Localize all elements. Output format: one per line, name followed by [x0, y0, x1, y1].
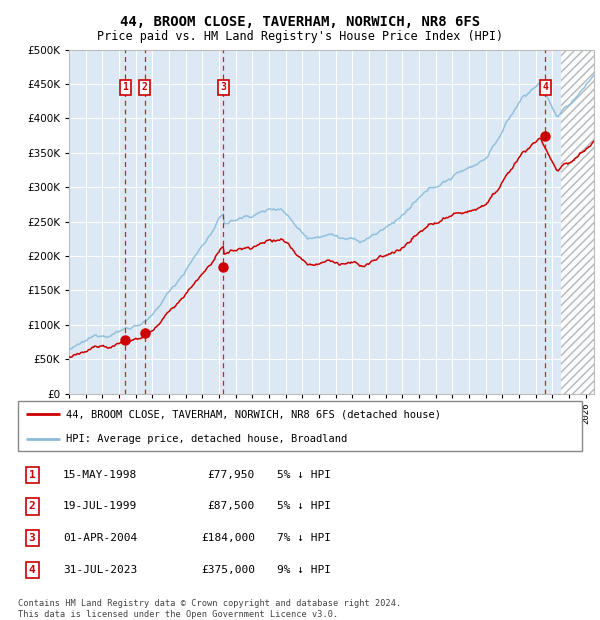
Text: 31-JUL-2023: 31-JUL-2023: [63, 565, 137, 575]
Text: 1: 1: [29, 470, 35, 480]
Text: £87,500: £87,500: [208, 502, 255, 512]
Text: HPI: Average price, detached house, Broadland: HPI: Average price, detached house, Broa…: [66, 433, 347, 444]
Text: 5% ↓ HPI: 5% ↓ HPI: [277, 502, 331, 512]
Text: 01-APR-2004: 01-APR-2004: [63, 533, 137, 543]
Text: 4: 4: [29, 565, 35, 575]
Text: 3: 3: [220, 82, 226, 92]
Text: £77,950: £77,950: [208, 470, 255, 480]
Text: 2: 2: [29, 502, 35, 512]
Text: 44, BROOM CLOSE, TAVERHAM, NORWICH, NR8 6FS (detached house): 44, BROOM CLOSE, TAVERHAM, NORWICH, NR8 …: [66, 409, 441, 419]
Text: £375,000: £375,000: [201, 565, 255, 575]
FancyBboxPatch shape: [18, 401, 582, 451]
Text: Price paid vs. HM Land Registry's House Price Index (HPI): Price paid vs. HM Land Registry's House …: [97, 30, 503, 43]
Text: 7% ↓ HPI: 7% ↓ HPI: [277, 533, 331, 543]
Text: £184,000: £184,000: [201, 533, 255, 543]
Text: 5% ↓ HPI: 5% ↓ HPI: [277, 470, 331, 480]
Text: Contains HM Land Registry data © Crown copyright and database right 2024.
This d: Contains HM Land Registry data © Crown c…: [18, 600, 401, 619]
Text: 19-JUL-1999: 19-JUL-1999: [63, 502, 137, 512]
Text: 9% ↓ HPI: 9% ↓ HPI: [277, 565, 331, 575]
Text: 44, BROOM CLOSE, TAVERHAM, NORWICH, NR8 6FS: 44, BROOM CLOSE, TAVERHAM, NORWICH, NR8 …: [120, 16, 480, 30]
Bar: [560, 50, 594, 394]
Text: 1: 1: [122, 82, 128, 92]
Text: 15-MAY-1998: 15-MAY-1998: [63, 470, 137, 480]
Text: 3: 3: [29, 533, 35, 543]
Text: 2: 2: [142, 82, 148, 92]
Text: 4: 4: [542, 82, 548, 92]
